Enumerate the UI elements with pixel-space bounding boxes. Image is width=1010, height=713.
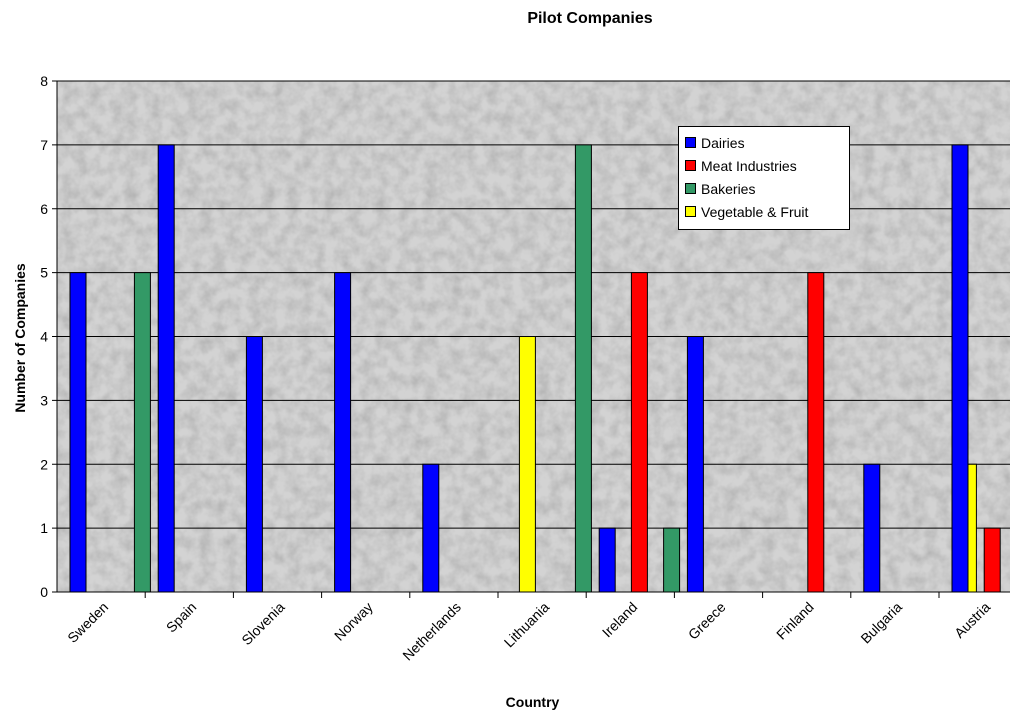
bar-bakeries-sweden xyxy=(133,272,151,593)
y-tick-label: 4 xyxy=(40,329,48,345)
legend-item: Meat Industries xyxy=(685,154,843,177)
chart-title: Pilot Companies xyxy=(527,10,653,27)
bar-dairies-austria xyxy=(951,144,969,593)
bar-dairies-ireland xyxy=(598,527,616,593)
x-tick-label: Finland xyxy=(773,599,817,643)
legend-label: Dairies xyxy=(701,134,745,151)
x-tick-label: Ireland xyxy=(599,599,641,641)
y-tick-label: 7 xyxy=(40,137,48,153)
x-tick-label: Norway xyxy=(331,599,376,644)
legend-label: Vegetable & Fruit xyxy=(701,203,809,220)
legend-item: Vegetable & Fruit xyxy=(685,200,843,223)
bar-vegetable-fruit-netherlands xyxy=(518,336,536,593)
x-tick-label: Sweden xyxy=(64,599,111,646)
legend-swatch xyxy=(685,137,696,148)
y-tick-label: 3 xyxy=(40,392,48,408)
y-tick-label: 0 xyxy=(40,584,48,600)
x-tick-label: Spain xyxy=(163,599,200,636)
legend-swatch xyxy=(685,160,696,171)
x-tick-label: Bulgaria xyxy=(857,599,905,647)
bar-bakeries-ireland xyxy=(663,527,681,593)
legend-item: Dairies xyxy=(685,131,843,154)
bar-dairies-spain xyxy=(157,144,175,593)
bar-meat-industries-finland xyxy=(807,272,825,593)
y-tick-label: 1 xyxy=(40,520,48,536)
y-tick-label: 6 xyxy=(40,201,48,217)
legend-label: Meat Industries xyxy=(701,157,797,174)
bar-dairies-netherlands xyxy=(422,463,440,593)
legend-swatch xyxy=(685,183,696,194)
y-tick-label: 5 xyxy=(40,265,48,281)
x-tick-label: Slovenia xyxy=(238,599,287,648)
chart-legend: Dairies Meat Industries Bakeries Vegetable … xyxy=(678,126,850,230)
bar-bakeries-lithuania xyxy=(574,144,592,593)
y-tick-label: 8 xyxy=(40,73,48,89)
bar-meat-industries-austria xyxy=(983,527,1001,593)
legend-label: Bakeries xyxy=(701,180,756,197)
bar-dairies-bulgaria xyxy=(863,463,881,593)
y-tick-label: 2 xyxy=(40,456,48,472)
bar-dairies-sweden xyxy=(69,272,87,593)
bar-dairies-slovenia xyxy=(245,336,263,593)
bar-dairies-norway xyxy=(334,272,352,593)
bar-dairies-greece xyxy=(686,336,704,593)
x-tick-label: Greece xyxy=(685,599,729,643)
x-tick-label: Lithuania xyxy=(501,599,553,651)
x-tick-label: Netherlands xyxy=(399,599,464,664)
y-axis-title: Number of Companies xyxy=(12,263,28,413)
bar-meat-industries-ireland xyxy=(630,272,648,593)
x-axis-title: Country xyxy=(505,694,560,710)
x-tick-label: Austria xyxy=(951,599,993,641)
legend-item: Bakeries xyxy=(685,177,843,200)
legend-swatch xyxy=(685,206,696,217)
